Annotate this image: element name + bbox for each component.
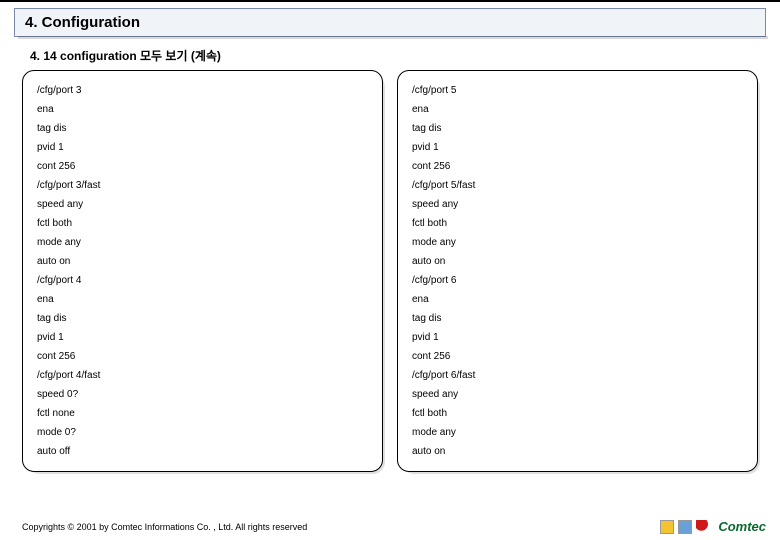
copyright-text: Copyrights © 2001 by Comtec Informations…	[22, 522, 307, 532]
config-line: ena	[37, 290, 368, 309]
config-line: auto on	[412, 442, 743, 461]
config-line: ena	[37, 100, 368, 119]
config-panels: /cfg/port 3enatag dispvid 1cont 256/cfg/…	[0, 70, 780, 472]
config-line: /cfg/port 4	[37, 271, 368, 290]
config-line: speed any	[37, 195, 368, 214]
config-panel-right: /cfg/port 5enatag dispvid 1cont 256/cfg/…	[397, 70, 758, 472]
config-line: fctl none	[37, 404, 368, 423]
config-line: cont 256	[37, 347, 368, 366]
logo-text: Comtec	[718, 519, 766, 534]
section-title-bar: 4. Configuration	[14, 8, 766, 37]
section-title: 4. Configuration	[25, 14, 755, 31]
company-logo: Comtec	[660, 519, 766, 534]
config-line: fctl both	[37, 214, 368, 233]
config-line: auto on	[37, 252, 368, 271]
config-line: /cfg/port 5/fast	[412, 176, 743, 195]
config-line: mode any	[412, 233, 743, 252]
config-line: /cfg/port 5	[412, 81, 743, 100]
config-line: tag dis	[412, 309, 743, 328]
config-line: pvid 1	[412, 328, 743, 347]
config-line: /cfg/port 6/fast	[412, 366, 743, 385]
config-line: fctl both	[412, 404, 743, 423]
config-line: cont 256	[37, 157, 368, 176]
config-line: /cfg/port 4/fast	[37, 366, 368, 385]
config-line: cont 256	[412, 157, 743, 176]
config-line: ena	[412, 290, 743, 309]
config-panel-left: /cfg/port 3enatag dispvid 1cont 256/cfg/…	[22, 70, 383, 472]
config-line: auto off	[37, 442, 368, 461]
config-line: /cfg/port 6	[412, 271, 743, 290]
config-line: speed any	[412, 195, 743, 214]
config-line: mode any	[37, 233, 368, 252]
config-line: mode 0?	[37, 423, 368, 442]
config-line: pvid 1	[37, 138, 368, 157]
config-line: cont 256	[412, 347, 743, 366]
config-line: /cfg/port 3	[37, 81, 368, 100]
config-line: tag dis	[37, 119, 368, 138]
config-line: speed 0?	[37, 385, 368, 404]
logo-badge-icon	[678, 520, 692, 534]
config-line: tag dis	[412, 119, 743, 138]
config-line: pvid 1	[412, 138, 743, 157]
config-line: ena	[412, 100, 743, 119]
logo-badge-icon	[660, 520, 674, 534]
config-line: auto on	[412, 252, 743, 271]
config-line: /cfg/port 3/fast	[37, 176, 368, 195]
config-line: fctl both	[412, 214, 743, 233]
config-line: speed any	[412, 385, 743, 404]
config-line: tag dis	[37, 309, 368, 328]
section-subtitle: 4. 14 configuration 모두 보기 (계속)	[30, 47, 780, 64]
config-line: pvid 1	[37, 328, 368, 347]
logo-swoosh-icon	[696, 520, 714, 534]
config-line: mode any	[412, 423, 743, 442]
